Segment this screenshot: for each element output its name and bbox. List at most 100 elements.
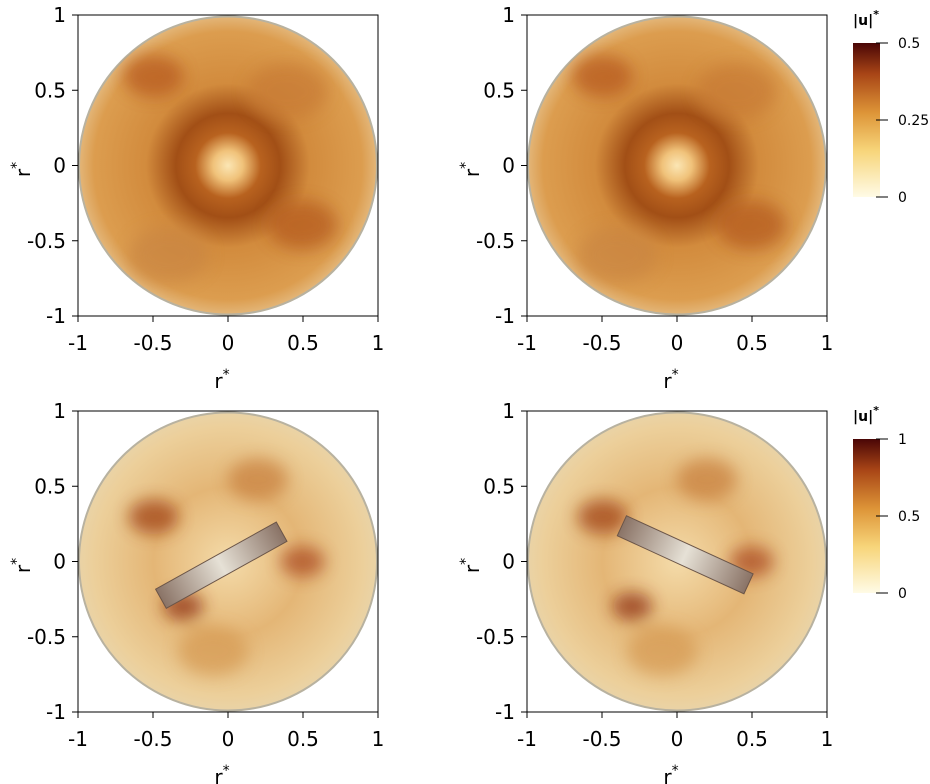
y-tick-label: 0.5 [483,474,515,498]
colorbar-tick-label: 0 [898,586,907,602]
y-tick-label: 0 [502,550,515,574]
y-tick-label: 0 [53,154,66,178]
field-patch [227,458,288,501]
x-tick-label: 0 [222,331,235,355]
x-tick-label: 0 [671,727,684,751]
y-tick-label: 1 [53,3,66,27]
colorbar-title-base: |u| [853,13,873,29]
x-tick-label: 1 [821,727,834,751]
y-axis-label-sup: * [458,558,474,565]
y-tick-label: -1 [495,700,515,724]
field-patch [716,200,787,250]
y-tick-label: 1 [53,399,66,423]
colorbar-tick-label: 1 [898,432,907,448]
x-axis-label: r* [663,367,678,393]
field-patch [577,226,658,283]
y-tick-label: -1 [46,304,66,328]
x-tick-label: -1 [517,331,537,355]
field-patch [676,458,737,501]
y-tick-label: 0 [53,550,66,574]
x-axis-label-base: r [663,369,672,393]
x-tick-label: 1 [372,727,385,751]
field-patch [128,499,179,535]
y-tick-label: 1 [502,3,515,27]
y-axis-label-sup: * [9,162,25,169]
x-tick-label: -0.5 [582,727,621,751]
colorbar-tick-label: 0.5 [898,509,920,525]
field-patch [696,63,777,119]
y-tick-label: -1 [46,700,66,724]
colorbar: |u|* 0 0.5 1 [853,404,920,602]
field-patch [612,592,653,621]
field-texture [123,55,338,283]
colorbar-title-sup: * [873,8,879,21]
y-axis-label-sup: * [458,162,474,169]
x-tick-label: -1 [68,331,88,355]
colorbar-title: |u|* [853,8,879,29]
colorbar: |u|* 0 0.25 0.5 [853,8,929,206]
field-texture [577,458,774,676]
field-patch [572,55,633,98]
colorbar-title: |u|* [853,404,879,425]
y-tick-label: 0 [502,154,515,178]
x-axis-label: r* [214,367,229,393]
impeller-blade [616,515,754,595]
field-patch [577,499,628,535]
colorbar-tick-label: 0.25 [898,113,929,129]
y-axis-label-base: r [460,168,484,177]
panel: -1 -0.5 0 0.5 1-1-0.500.51r*r* [9,399,384,784]
y-tick-label: -0.5 [27,229,66,253]
colorbar-tick-label: 0 [898,190,907,206]
colorbar-scale [853,439,880,593]
x-tick-label: 0 [671,331,684,355]
x-tick-label: -0.5 [133,727,172,751]
x-axis-label: r* [214,763,229,784]
y-tick-label: -1 [495,304,515,328]
field-texture [572,55,787,283]
x-tick-label: -1 [68,727,88,751]
field-patch [267,200,338,250]
y-axis-label: r* [9,162,35,177]
x-axis-label-base: r [214,765,223,784]
x-tick-label: 0.5 [287,727,319,751]
x-axis-label: r* [663,763,678,784]
panel: -1 -0.5 0 0.5 1-1-0.500.51r*r* [9,3,384,393]
y-tick-label: -0.5 [27,625,66,649]
x-tick-label: -1 [517,727,537,751]
colorbar-scale [853,43,880,197]
field-patch [627,626,698,676]
x-tick-label: 1 [821,331,834,355]
panel: -1 -0.5 0 0.5 1-1-0.500.51r*r* [458,3,833,393]
y-tick-label: 0.5 [34,474,66,498]
x-axis-label-base: r [214,369,223,393]
x-tick-label: 0.5 [287,331,319,355]
y-axis-label-base: r [460,564,484,573]
y-tick-label: -0.5 [476,229,515,253]
y-axis-label: r* [9,558,35,573]
colorbar-title-sup: * [873,404,879,417]
x-axis-label-sup: * [672,763,679,779]
x-axis-label-sup: * [223,367,230,383]
impeller-blade [154,521,288,610]
colorbar-title-base: |u| [853,409,873,425]
y-axis-label: r* [458,162,484,177]
x-tick-label: 0.5 [736,331,768,355]
x-axis-label-sup: * [672,367,679,383]
x-tick-label: -0.5 [582,331,621,355]
x-tick-label: 0 [222,727,235,751]
field-patch [280,546,325,577]
y-axis-label-base: r [11,564,35,573]
field-texture [128,458,325,676]
field-patch [247,63,328,119]
velocity-field [78,15,378,316]
x-tick-label: -0.5 [133,331,172,355]
y-axis-label-sup: * [9,558,25,565]
field-patch [128,226,209,283]
field-patch [123,55,184,98]
x-axis-label-sup: * [223,763,230,779]
y-axis-label: r* [458,558,484,573]
x-tick-label: 1 [372,331,385,355]
y-tick-label: 1 [502,399,515,423]
y-tick-label: -0.5 [476,625,515,649]
